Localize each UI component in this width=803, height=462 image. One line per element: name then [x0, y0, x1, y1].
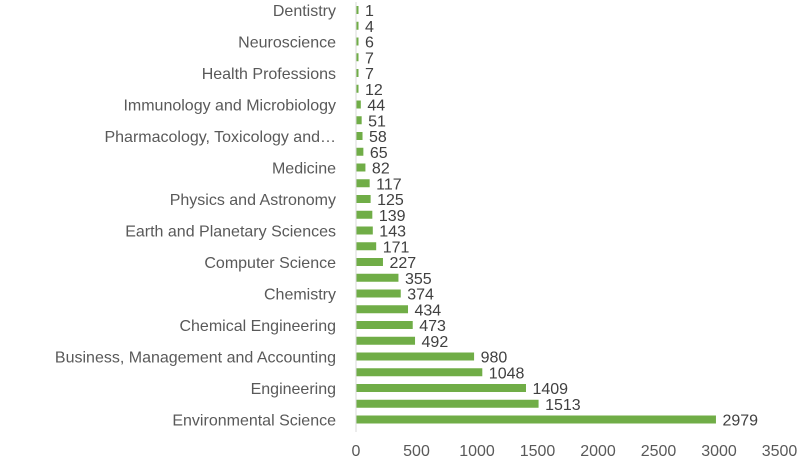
data-label: 492	[422, 334, 449, 351]
category-label: Environmental Science	[172, 413, 336, 430]
data-label: 44	[367, 98, 385, 115]
bar	[355, 162, 367, 173]
data-label: 980	[481, 350, 508, 367]
x-tick-label: 1000	[459, 443, 495, 460]
category-label: Engineering	[251, 381, 336, 398]
category-label: Business, Management and Accounting	[55, 350, 336, 367]
data-label: 7	[365, 50, 374, 67]
data-label: 1513	[545, 397, 581, 414]
data-label: 139	[379, 208, 406, 225]
bar	[355, 146, 365, 157]
category-label: Computer Science	[204, 255, 336, 272]
bar	[355, 241, 378, 252]
x-tick-label: 3000	[701, 443, 737, 460]
value-labels-group: 2979151314091048980492473434374355227171…	[365, 3, 758, 430]
data-label: 434	[415, 302, 442, 319]
data-label: 355	[405, 271, 432, 288]
bar	[355, 383, 527, 393]
bar	[355, 178, 371, 189]
category-label: Pharmacology, Toxicology and…	[104, 129, 336, 146]
bar	[355, 225, 374, 236]
bar	[355, 335, 417, 346]
bar	[355, 414, 717, 425]
data-label: 1	[365, 3, 374, 20]
category-label: Dentistry	[273, 3, 336, 20]
data-label: 171	[383, 239, 410, 256]
category-label: Earth and Planetary Sciences	[125, 224, 336, 241]
x-tick-labels-group: 0 500 1000 1500 2000 2500 3000 3500	[352, 443, 798, 460]
category-label: Physics and Astronomy	[170, 192, 336, 209]
bar	[355, 99, 362, 110]
data-label: 1048	[489, 365, 525, 382]
category-label: Chemistry	[264, 287, 336, 304]
bar	[355, 367, 484, 378]
data-label: 227	[389, 255, 416, 272]
data-label: 6	[365, 35, 374, 52]
category-label: Neuroscience	[238, 35, 336, 52]
x-tick-label: 0	[352, 443, 361, 460]
data-label: 143	[379, 224, 406, 241]
bar	[355, 257, 384, 267]
category-labels-group: Environmental Science Engineering Business…	[55, 3, 336, 430]
x-tick-label: 500	[403, 443, 430, 460]
data-label: 125	[377, 192, 404, 209]
data-label: 65	[370, 145, 388, 162]
x-tick-label: 2000	[580, 443, 616, 460]
x-tick-label: 2500	[641, 443, 677, 460]
category-label: Health Professions	[202, 66, 336, 83]
bars-group	[355, 5, 717, 425]
data-label: 117	[376, 176, 402, 193]
bar	[355, 351, 476, 362]
data-label: 7	[365, 66, 374, 83]
data-label: 12	[365, 82, 383, 99]
category-label: Chemical Engineering	[179, 318, 336, 335]
category-label: Immunology and Microbiology	[123, 98, 336, 115]
bar	[355, 209, 374, 220]
data-label: 4	[365, 19, 374, 36]
bar	[355, 398, 540, 409]
data-label: 1409	[532, 381, 568, 398]
bar	[355, 131, 364, 141]
category-label: Medicine	[272, 161, 336, 178]
data-label: 82	[372, 161, 390, 178]
x-tick-label: 1500	[520, 443, 556, 460]
data-label: 58	[369, 129, 387, 146]
bar	[355, 320, 414, 330]
x-tick-label: 3500	[762, 443, 798, 460]
bar	[355, 288, 402, 299]
data-label: 2979	[722, 413, 758, 430]
bar	[355, 115, 363, 126]
data-label: 473	[419, 318, 446, 335]
data-label: 374	[407, 287, 434, 304]
data-label: 51	[368, 113, 386, 130]
bar	[355, 194, 372, 204]
bar	[355, 304, 410, 315]
bar	[355, 272, 400, 283]
